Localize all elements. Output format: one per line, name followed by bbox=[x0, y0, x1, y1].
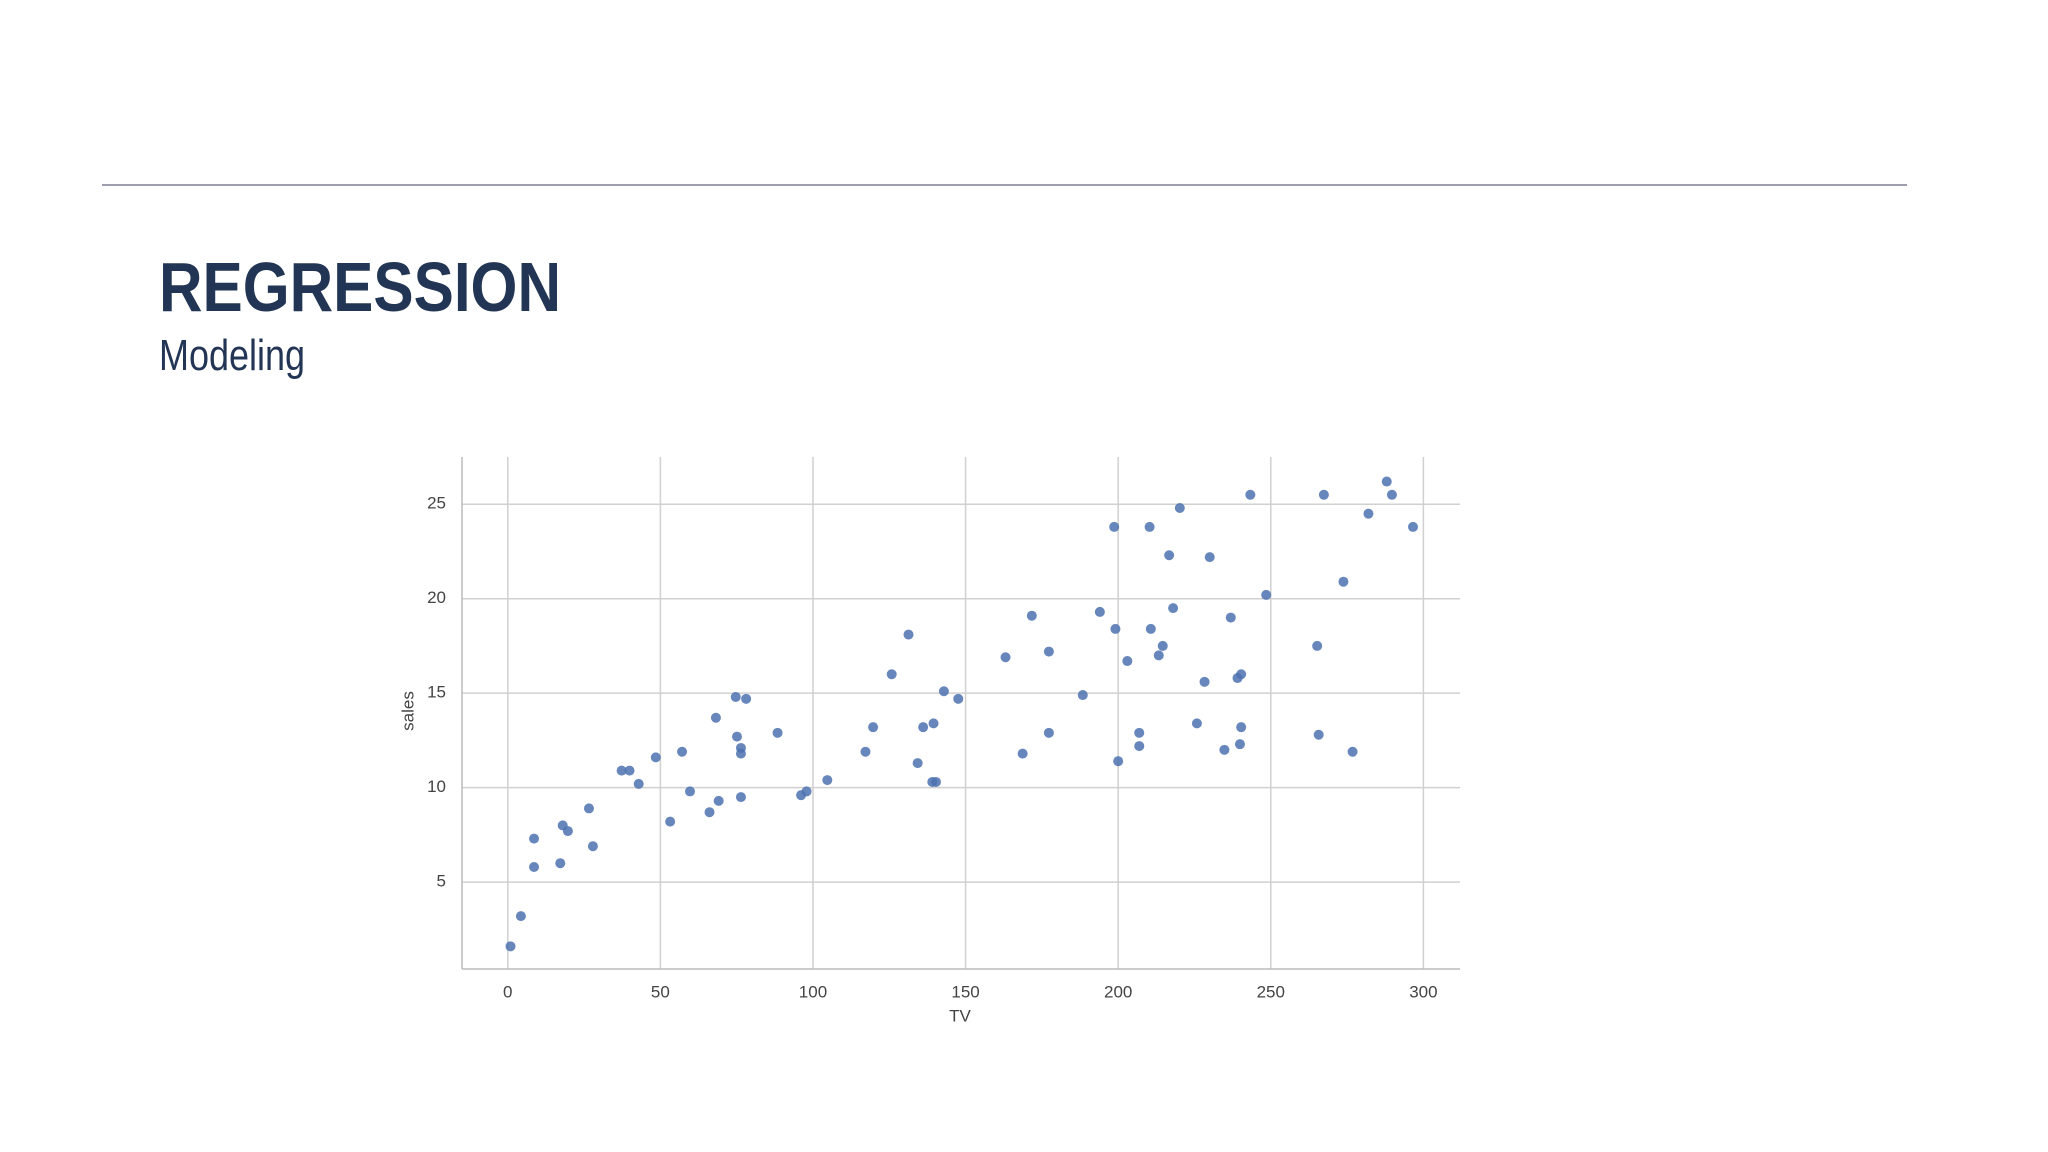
point bbox=[1113, 756, 1124, 767]
point bbox=[562, 826, 573, 837]
point bbox=[918, 722, 929, 733]
y-tick-label: 25 bbox=[427, 494, 446, 513]
point bbox=[1407, 521, 1418, 532]
chart: 0 50 100 150 200 250 300 5 10 15 20 25 TV sales bbox=[398, 457, 1460, 1025]
point bbox=[1134, 727, 1145, 738]
point bbox=[772, 727, 783, 738]
point bbox=[1363, 508, 1374, 519]
x-tick-label: 200 bbox=[1104, 982, 1132, 1001]
point bbox=[1144, 521, 1155, 532]
y-tick-label: 5 bbox=[437, 872, 446, 891]
point bbox=[735, 792, 746, 803]
y-axis-label: sales bbox=[398, 691, 417, 731]
point bbox=[1313, 729, 1324, 740]
point bbox=[953, 693, 964, 704]
point bbox=[1245, 489, 1256, 500]
point bbox=[1164, 550, 1175, 561]
point bbox=[1225, 612, 1236, 623]
point bbox=[1134, 741, 1145, 752]
x-tick-label: 50 bbox=[651, 982, 670, 1001]
point bbox=[1153, 650, 1164, 661]
point bbox=[822, 775, 833, 786]
point bbox=[1219, 744, 1230, 755]
point bbox=[1261, 589, 1272, 600]
point bbox=[616, 765, 627, 776]
point bbox=[1000, 652, 1011, 663]
point bbox=[710, 712, 721, 723]
point bbox=[1338, 576, 1349, 587]
point bbox=[1109, 521, 1120, 532]
point bbox=[505, 941, 516, 952]
y-tick-label: 15 bbox=[427, 683, 446, 702]
point bbox=[930, 776, 941, 787]
point bbox=[731, 731, 742, 742]
point bbox=[677, 746, 688, 757]
point bbox=[1318, 489, 1329, 500]
point bbox=[1381, 476, 1392, 487]
point bbox=[1199, 676, 1210, 687]
x-tick-label: 300 bbox=[1409, 982, 1437, 1001]
x-tick-label: 0 bbox=[503, 982, 512, 1001]
point bbox=[1017, 748, 1028, 759]
point bbox=[515, 911, 526, 922]
point bbox=[903, 629, 914, 640]
point bbox=[684, 786, 695, 797]
x-tick-label: 250 bbox=[1257, 982, 1285, 1001]
point bbox=[1110, 623, 1121, 634]
point bbox=[730, 691, 741, 702]
point bbox=[587, 841, 598, 852]
point bbox=[801, 786, 812, 797]
point bbox=[1204, 552, 1215, 563]
point bbox=[1236, 722, 1247, 733]
point bbox=[1026, 610, 1037, 621]
point bbox=[1234, 739, 1245, 750]
point bbox=[665, 816, 676, 827]
point bbox=[1122, 656, 1133, 667]
point bbox=[735, 748, 746, 759]
slide-title: REGRESSION bbox=[159, 248, 561, 326]
y-tick-label: 20 bbox=[427, 588, 446, 607]
x-axis-label: TV bbox=[949, 1006, 971, 1025]
point bbox=[583, 803, 594, 814]
x-tick-label: 150 bbox=[951, 982, 979, 1001]
slide-subtitle: Modeling bbox=[159, 331, 305, 380]
point bbox=[1043, 646, 1054, 657]
point bbox=[1174, 503, 1185, 514]
point bbox=[650, 752, 661, 763]
point bbox=[1168, 603, 1179, 614]
point bbox=[1077, 690, 1088, 701]
point bbox=[1312, 640, 1323, 651]
point bbox=[928, 718, 939, 729]
point bbox=[1043, 727, 1054, 738]
point bbox=[633, 778, 644, 789]
point bbox=[860, 746, 871, 757]
point bbox=[555, 858, 566, 869]
point bbox=[1145, 623, 1156, 634]
point bbox=[741, 693, 752, 704]
point bbox=[1094, 606, 1105, 617]
point bbox=[1191, 718, 1202, 729]
point bbox=[624, 765, 635, 776]
point bbox=[1157, 640, 1168, 651]
point bbox=[529, 861, 540, 872]
point bbox=[886, 669, 897, 680]
point bbox=[713, 795, 724, 806]
point bbox=[529, 833, 540, 844]
x-tick-label: 100 bbox=[799, 982, 827, 1001]
point bbox=[1386, 489, 1397, 500]
y-tick-label: 10 bbox=[427, 777, 446, 796]
point bbox=[1236, 669, 1247, 680]
point bbox=[1347, 746, 1358, 757]
point bbox=[912, 758, 923, 769]
point bbox=[868, 722, 879, 733]
point bbox=[938, 686, 949, 697]
point bbox=[704, 807, 715, 818]
